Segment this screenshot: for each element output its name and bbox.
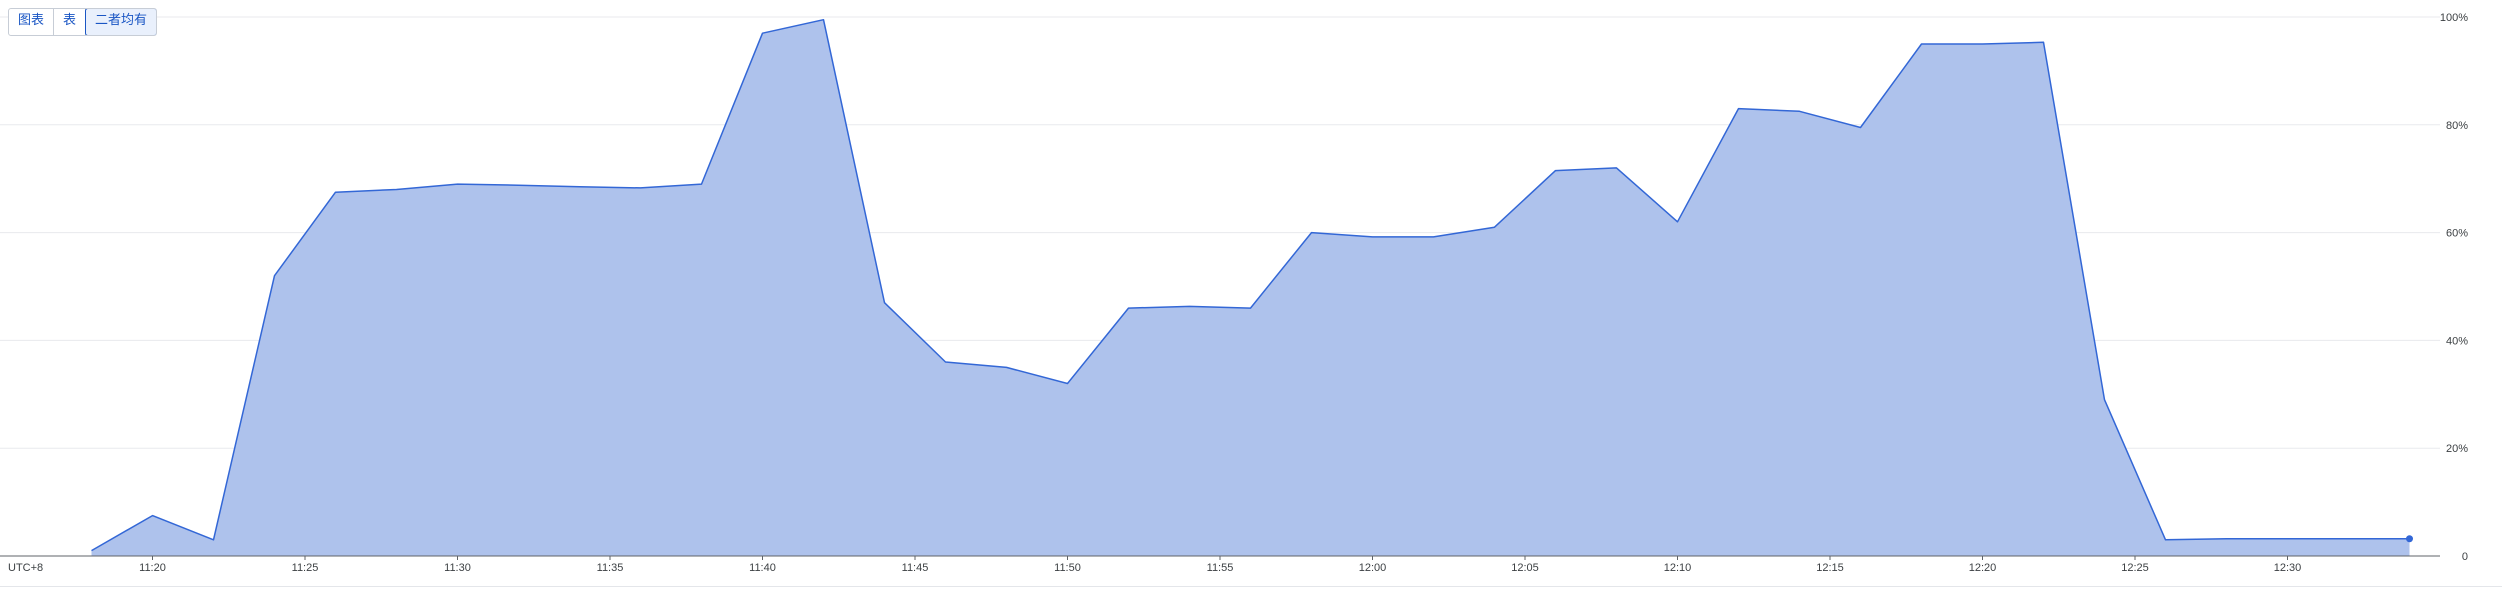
y-tick-label: 60% xyxy=(2446,228,2468,240)
axes: 0 20% 40% 60% 80% 100% 11:20 11:25 11:30 11:35 11:… xyxy=(0,12,2468,574)
series-last-point xyxy=(2406,535,2413,543)
y-tick-label: 40% xyxy=(2446,335,2468,347)
tab-both[interactable]: 二者均有 xyxy=(85,9,157,35)
view-mode-toggle: 图表 表 二者均有 xyxy=(8,8,158,36)
x-tick-label: 12:20 xyxy=(1969,562,1997,574)
x-tick-label: 12:25 xyxy=(2121,562,2149,574)
x-tick-label: 11:30 xyxy=(444,562,471,574)
y-tick-label: 20% xyxy=(2446,443,2468,455)
y-tick-label: 100% xyxy=(2440,12,2468,24)
x-tick-label: 11:55 xyxy=(1207,562,1234,574)
series-area-fill xyxy=(91,19,2410,556)
x-tick-label: 11:50 xyxy=(1054,562,1081,574)
y-tick-label: 0 xyxy=(2462,551,2468,563)
divider xyxy=(0,586,2502,587)
x-tick-label: 11:45 xyxy=(902,562,929,574)
x-tick-label: 12:30 xyxy=(2274,562,2302,574)
x-tick-label: 12:00 xyxy=(1359,562,1387,574)
x-tick-label: 11:35 xyxy=(597,562,624,574)
x-tick-label: 11:25 xyxy=(292,562,319,574)
series-area xyxy=(91,18,2413,556)
y-tick-label: 80% xyxy=(2446,120,2468,132)
timezone-label: UTC+8 xyxy=(8,562,43,574)
x-tick-label: 11:40 xyxy=(749,562,776,574)
x-tick-label: 12:15 xyxy=(1816,562,1844,574)
x-tick-label: 12:05 xyxy=(1511,562,1539,574)
x-tick-label: 12:10 xyxy=(1664,562,1692,574)
tab-chart[interactable]: 图表 xyxy=(9,9,55,35)
series-line xyxy=(91,18,2410,552)
x-tick-label: 11:20 xyxy=(139,562,166,574)
tab-table[interactable]: 表 xyxy=(54,9,87,35)
